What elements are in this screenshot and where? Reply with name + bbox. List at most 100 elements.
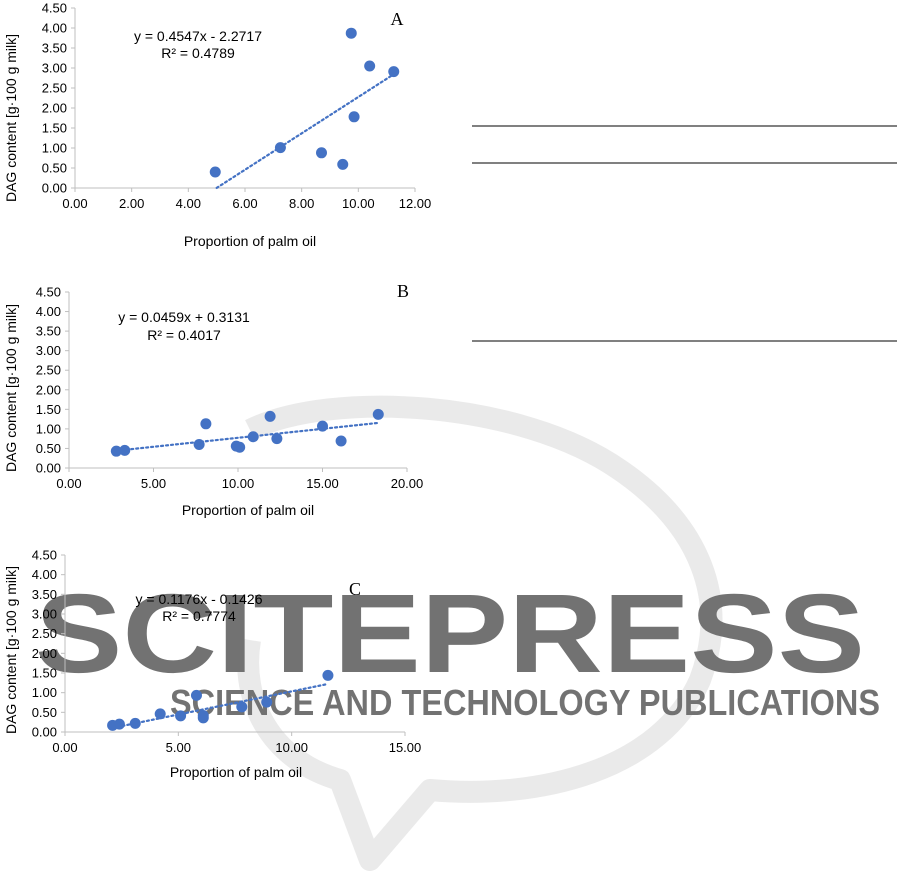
x-tick-label-b: 15.00 xyxy=(306,476,339,491)
x-tick-label-c: 10.00 xyxy=(275,740,308,755)
data-point-c xyxy=(261,696,273,708)
data-point-b xyxy=(110,445,122,457)
trendline-equation-c: y = 0.1176x - 0.1426 xyxy=(136,591,263,607)
y-tick-label-c: 1.50 xyxy=(32,666,57,681)
data-point-b xyxy=(317,420,328,432)
data-point-b xyxy=(264,410,276,422)
x-axis-title-a: Proportion of palm oil xyxy=(184,233,316,249)
y-tick-label-c: 3.50 xyxy=(32,587,57,602)
watermark-line1: SCITEPRESS xyxy=(35,571,865,696)
y-tick-label-a: 3.50 xyxy=(42,41,67,56)
data-point-a xyxy=(364,60,376,72)
y-tick-label-b: 1.00 xyxy=(36,421,61,436)
trendline-a xyxy=(215,72,397,190)
x-tick-label-a: 8.00 xyxy=(289,196,314,211)
x-tick-label-a: 2.00 xyxy=(119,196,144,211)
data-point-c xyxy=(322,669,334,681)
x-tick-label-c: 15.00 xyxy=(389,740,422,755)
x-axis-title-c: Proportion of palm oil xyxy=(170,764,302,780)
y-tick-label-b: 1.50 xyxy=(36,402,61,417)
data-point-b xyxy=(119,444,131,456)
data-point-a xyxy=(388,66,400,78)
data-point-a xyxy=(209,166,221,178)
data-point-b xyxy=(247,431,259,443)
y-tick-label-b: 3.50 xyxy=(36,324,61,339)
data-point-c xyxy=(236,701,248,713)
y-tick-label-a: 1.00 xyxy=(42,141,67,156)
y-tick-label-c: 4.50 xyxy=(32,548,57,563)
data-point-b xyxy=(234,441,246,453)
y-tick-label-c: 2.00 xyxy=(32,646,57,661)
y-tick-label-c: 0.00 xyxy=(32,725,57,740)
x-tick-label-b: 20.00 xyxy=(391,476,424,491)
r-squared-c: R² = 0.7774 xyxy=(162,608,236,624)
y-tick-label-a: 0.00 xyxy=(42,181,67,196)
y-tick-label-b: 2.50 xyxy=(36,363,61,378)
y-tick-label-a: 2.50 xyxy=(42,81,67,96)
y-tick-label-a: 3.00 xyxy=(42,61,67,76)
y-axis-title-a: DAG content [g·100 g milk] xyxy=(3,34,19,202)
data-point-a xyxy=(345,27,357,39)
y-tick-label-b: 4.00 xyxy=(36,304,61,319)
data-point-b xyxy=(200,418,212,430)
y-tick-label-c: 0.50 xyxy=(32,705,57,720)
y-tick-label-b: 4.50 xyxy=(36,285,61,300)
x-tick-label-c: 0.00 xyxy=(52,740,77,755)
data-point-b xyxy=(335,435,347,447)
y-tick-label-c: 4.00 xyxy=(32,567,57,582)
data-point-c xyxy=(113,718,125,730)
y-tick-label-a: 0.50 xyxy=(42,161,67,176)
x-tick-label-a: 10.00 xyxy=(342,196,375,211)
y-tick-label-b: 0.50 xyxy=(36,441,61,456)
x-tick-label-b: 10.00 xyxy=(222,476,255,491)
r-squared-a: R² = 0.4789 xyxy=(161,45,235,61)
data-point-a xyxy=(348,111,360,123)
data-point-c xyxy=(154,708,166,720)
y-tick-label-a: 1.50 xyxy=(42,121,67,136)
trendline-equation-a: y = 0.4547x - 2.2717 xyxy=(134,28,262,44)
x-tick-label-b: 0.00 xyxy=(56,476,81,491)
data-point-b xyxy=(193,439,205,451)
y-tick-label-a: 2.00 xyxy=(42,101,67,116)
y-tick-label-b: 0.00 xyxy=(36,461,61,476)
data-point-c xyxy=(197,709,209,721)
data-point-a xyxy=(337,158,349,170)
y-tick-label-a: 4.00 xyxy=(42,21,67,36)
chart-panel-b: B y = 0.0459x + 0.3131 R² = 0.4017 Propo… xyxy=(3,281,423,518)
panel-letter-b: B xyxy=(397,281,409,301)
trendline-equation-b: y = 0.0459x + 0.3131 xyxy=(118,309,250,325)
data-point-a xyxy=(274,142,286,154)
watermark-line2: SCIENCE AND TECHNOLOGY PUBLICATIONS xyxy=(170,682,880,723)
chart-panel-a: A y = 0.4547x - 2.2717 R² = 0.4789 Propo… xyxy=(3,1,431,250)
watermark: SCITEPRESS SCIENCE AND TECHNOLOGY PUBLIC… xyxy=(35,395,880,871)
x-tick-label-b: 5.00 xyxy=(141,476,166,491)
y-tick-label-c: 2.50 xyxy=(32,626,57,641)
x-tick-label-a: 6.00 xyxy=(232,196,257,211)
y-tick-label-c: 3.00 xyxy=(32,607,57,622)
y-tick-label-c: 1.00 xyxy=(32,685,57,700)
chart-panel-c: C y = 0.1176x - 0.1426 R² = 0.7774 Propo… xyxy=(3,548,421,781)
data-point-b xyxy=(271,433,283,445)
data-point-a xyxy=(316,147,327,159)
y-tick-label-b: 3.00 xyxy=(36,343,61,358)
x-axis-title-b: Proportion of palm oil xyxy=(182,502,314,518)
y-tick-label-b: 2.00 xyxy=(36,382,61,397)
panel-letter-c: C xyxy=(349,579,361,599)
data-point-c xyxy=(175,710,187,722)
trendline-c xyxy=(111,682,330,729)
y-tick-label-a: 4.50 xyxy=(42,1,67,16)
watermark-emblem-icon xyxy=(237,395,723,871)
data-point-c xyxy=(190,689,202,701)
x-tick-label-a: 4.00 xyxy=(176,196,201,211)
trendline-b xyxy=(115,421,380,452)
panel-letter-a: A xyxy=(391,9,404,29)
x-tick-label-c: 5.00 xyxy=(166,740,191,755)
data-point-b xyxy=(372,408,384,420)
x-tick-label-a: 0.00 xyxy=(62,196,87,211)
y-axis-title-c: DAG content [g·100 g milk] xyxy=(3,566,19,734)
y-axis-title-b: DAG content [g·100 g milk] xyxy=(3,304,19,472)
x-tick-label-a: 12.00 xyxy=(399,196,432,211)
r-squared-b: R² = 0.4017 xyxy=(147,327,221,343)
